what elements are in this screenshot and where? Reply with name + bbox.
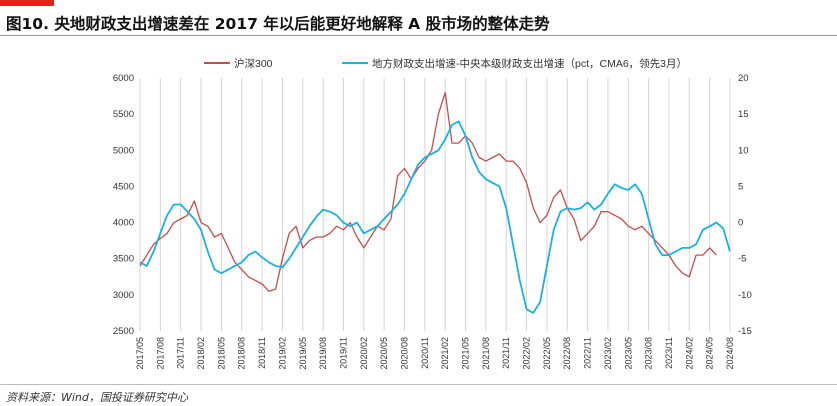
chart: 2017/05 2017/08 2017/11 2018/02 2018/05 2018/…	[113, 57, 752, 370]
x-tick-label: 2021/02	[440, 337, 450, 370]
x-tick-label: 2023/02	[603, 337, 613, 370]
y-left-tick-label: 6000	[113, 73, 134, 84]
y-left-tick-label: 4000	[113, 218, 134, 229]
x-tick-label: 2022/02	[522, 337, 532, 370]
x-tick-label: 2020/08	[399, 337, 409, 370]
x-tick-label: 2017/11	[176, 337, 186, 369]
chart-legend: 沪深300 地方财政支出增速-中央本级财政支出增速（pct，CMA6，领先3月）	[204, 57, 687, 70]
x-tick-label: 2019/05	[298, 337, 308, 370]
fiscal-spread-series-line	[139, 120, 731, 314]
y-right-tick-label: -10	[738, 290, 752, 301]
x-tick-label: 2018/05	[216, 337, 226, 370]
source-note: 资料来源：Wind，国投证券研究中心	[6, 391, 188, 404]
x-tick-label: 2024/02	[684, 337, 694, 370]
y-left-tick-label: 4500	[113, 181, 134, 192]
x-tick-label: 2020/05	[379, 337, 389, 370]
chart-grid	[139, 78, 731, 331]
x-tick-label: 2018/08	[237, 337, 247, 370]
x-tick-label: 2017/08	[155, 337, 165, 370]
x-tick-label: 2020/02	[359, 337, 369, 370]
x-tick-label: 2021/05	[461, 337, 471, 370]
x-tick-label: 2018/02	[196, 337, 206, 370]
y-left-tick-label: 3500	[113, 254, 134, 265]
y-left-tick-label: 5000	[113, 145, 134, 156]
x-tick-label: 2019/08	[318, 337, 328, 370]
y-right-tick-label: 15	[738, 109, 749, 120]
y-right-tick-label: 20	[738, 73, 749, 84]
title-divider	[0, 35, 837, 36]
chart-axes: 2017/05 2017/08 2017/11 2018/02 2018/05 2018/…	[113, 73, 752, 370]
x-tick-label: 2021/08	[481, 337, 491, 370]
figure-title: 图10. 央地财政支出增速差在 2017 年以后能更好地解释 A 股市场的整体走…	[6, 15, 550, 33]
legend-fiscal-spread-label: 地方财政支出增速-中央本级财政支出增速（pct，CMA6，领先3月）	[372, 57, 687, 70]
y-right-tick-label: -15	[738, 326, 752, 337]
y-right-tick-label: 0	[738, 218, 743, 229]
x-tick-label: 2019/02	[277, 337, 287, 370]
chart-series-layer	[139, 91, 731, 314]
y-right-tick-label: 10	[738, 145, 749, 156]
y-left-tick-label: 5500	[113, 109, 134, 120]
x-tick-label: 2021/11	[501, 337, 511, 369]
y-left-tick-label: 2500	[113, 326, 134, 337]
x-tick-label: 2024/05	[705, 337, 715, 370]
x-tick-label: 2020/11	[420, 337, 430, 369]
y-right-tick-label: -5	[738, 254, 746, 265]
header-accent-bar	[0, 0, 54, 6]
legend-hs300-label: 沪深300	[234, 57, 273, 70]
x-tick-label: 2017/05	[135, 337, 145, 370]
x-tick-label: 2023/11	[664, 337, 674, 369]
x-tick-label: 2024/08	[725, 337, 735, 370]
x-tick-label: 2022/05	[542, 337, 552, 370]
source-divider	[0, 384, 837, 385]
x-tick-label: 2023/08	[644, 337, 654, 370]
x-tick-label: 2019/11	[338, 337, 348, 369]
x-tick-label: 2022/08	[562, 337, 572, 370]
y-right-tick-label: 5	[738, 181, 743, 192]
x-tick-label: 2023/05	[623, 337, 633, 370]
x-tick-label: 2022/11	[583, 337, 593, 369]
x-tick-label: 2018/11	[257, 337, 267, 369]
y-left-tick-label: 3000	[113, 290, 134, 301]
hs300-series-line	[139, 91, 717, 292]
